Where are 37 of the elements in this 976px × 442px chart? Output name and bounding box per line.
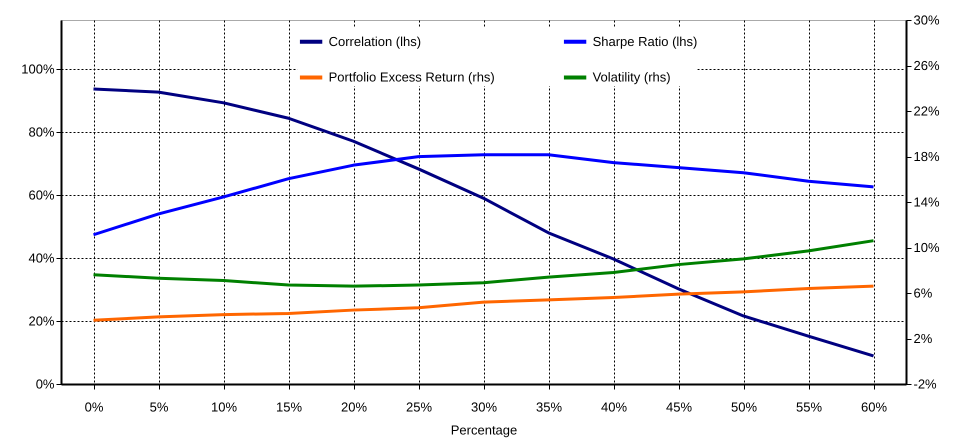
y2-tick-label: -2% (914, 376, 938, 392)
y2-tick-label: 22% (914, 104, 940, 118)
y2-tick-label: 18% (914, 149, 940, 164)
line-series (92, 239, 875, 288)
line-series (92, 284, 875, 322)
legend-label: Volatility (rhs) (592, 70, 671, 84)
x-tick-label: 5% (150, 400, 169, 414)
y2-tick-label: 30% (914, 12, 940, 28)
x-tick-label: 25% (406, 400, 432, 414)
x-tick-label: 15% (276, 400, 302, 414)
x-tick-label: 30% (470, 400, 498, 414)
x-tick-label: 45% (666, 400, 692, 414)
x-tick-label: 50% (730, 400, 758, 414)
y2-tick-label: 26% (914, 58, 940, 73)
y-tick-label: 40% (28, 250, 55, 266)
legend-label: Sharpe Ratio (lhs) (592, 34, 698, 49)
x-tick-label: 55% (796, 400, 822, 414)
x-tick-label: 60% (860, 400, 888, 414)
line-series (92, 153, 875, 236)
y-tick-label: 0% (36, 376, 55, 392)
x-tick-label: 0% (84, 400, 104, 414)
y-tick-label: 60% (28, 188, 55, 203)
y-tick-label: 100% (21, 62, 55, 77)
legend-label: Correlation (lhs) (328, 34, 422, 49)
x-tick-label: 40% (600, 400, 628, 414)
line-series (92, 87, 875, 358)
legend-label: Portfolio Excess Return (rhs) (328, 70, 495, 84)
x-tick-label: 10% (210, 400, 238, 414)
y2-tick-label: 6% (914, 286, 933, 300)
y2-tick-label: 2% (914, 331, 933, 346)
x-tick-label: 20% (340, 400, 368, 414)
y2-tick-label: 14% (914, 194, 940, 210)
y-tick-label: 20% (28, 314, 55, 329)
x-tick-label: 35% (536, 400, 562, 414)
x-axis-title: Percentage (450, 422, 518, 438)
y2-tick-label: 10% (914, 240, 940, 255)
y-tick-label: 80% (28, 124, 55, 140)
